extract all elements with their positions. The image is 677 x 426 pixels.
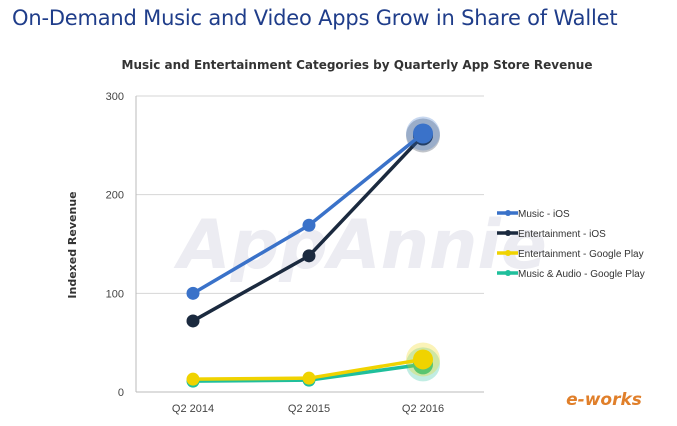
x-tick-label: Q2 2016 bbox=[402, 403, 444, 415]
data-point bbox=[186, 286, 200, 300]
y-axis-label: Indexed Revenue bbox=[66, 191, 79, 298]
data-point bbox=[302, 249, 316, 263]
series-2 bbox=[186, 342, 440, 386]
series-lines bbox=[186, 116, 440, 388]
legend-marker bbox=[505, 230, 511, 236]
legend-label: Entertainment - iOS bbox=[518, 229, 606, 240]
legend-marker bbox=[505, 270, 511, 276]
data-point bbox=[186, 314, 200, 328]
y-tick-label: 300 bbox=[106, 91, 124, 103]
legend-label: Music & Audio - Google Play bbox=[518, 269, 645, 280]
legend-label: Music - iOS bbox=[518, 209, 570, 220]
y-tick-label: 0 bbox=[118, 387, 124, 399]
data-point bbox=[302, 218, 316, 232]
legend-marker bbox=[505, 210, 511, 216]
legend-item: Music & Audio - Google Play bbox=[497, 269, 645, 280]
legend: Music - iOS Entertainment - iOS Entertainm… bbox=[497, 209, 645, 280]
x-tick-label: Q2 2014 bbox=[172, 403, 214, 415]
legend-item: Entertainment - Google Play bbox=[497, 249, 644, 260]
page-headline: On-Demand Music and Video Apps Grow in S… bbox=[12, 6, 618, 30]
legend-item: Entertainment - iOS bbox=[497, 229, 606, 240]
grid-lines bbox=[135, 95, 484, 393]
data-point bbox=[302, 371, 316, 385]
y-tick-labels: 0 100 200 300 bbox=[106, 91, 124, 399]
data-point bbox=[186, 372, 200, 386]
legend-item: Music - iOS bbox=[497, 209, 570, 220]
data-point bbox=[413, 349, 433, 370]
eworks-logo: e-works bbox=[566, 390, 642, 410]
legend-marker bbox=[505, 250, 511, 256]
x-tick-label: Q2 2015 bbox=[288, 403, 330, 415]
watermark-text: AppAnnie bbox=[173, 206, 547, 285]
x-tick-labels: Q2 2014 Q2 2015 Q2 2016 bbox=[172, 403, 444, 415]
legend-label: Entertainment - Google Play bbox=[518, 249, 644, 260]
y-tick-label: 200 bbox=[106, 190, 124, 202]
chart-title: Music and Entertainment Categories by Qu… bbox=[122, 58, 593, 72]
y-tick-label: 100 bbox=[106, 288, 124, 300]
data-point bbox=[413, 123, 433, 144]
series-0 bbox=[186, 116, 440, 300]
